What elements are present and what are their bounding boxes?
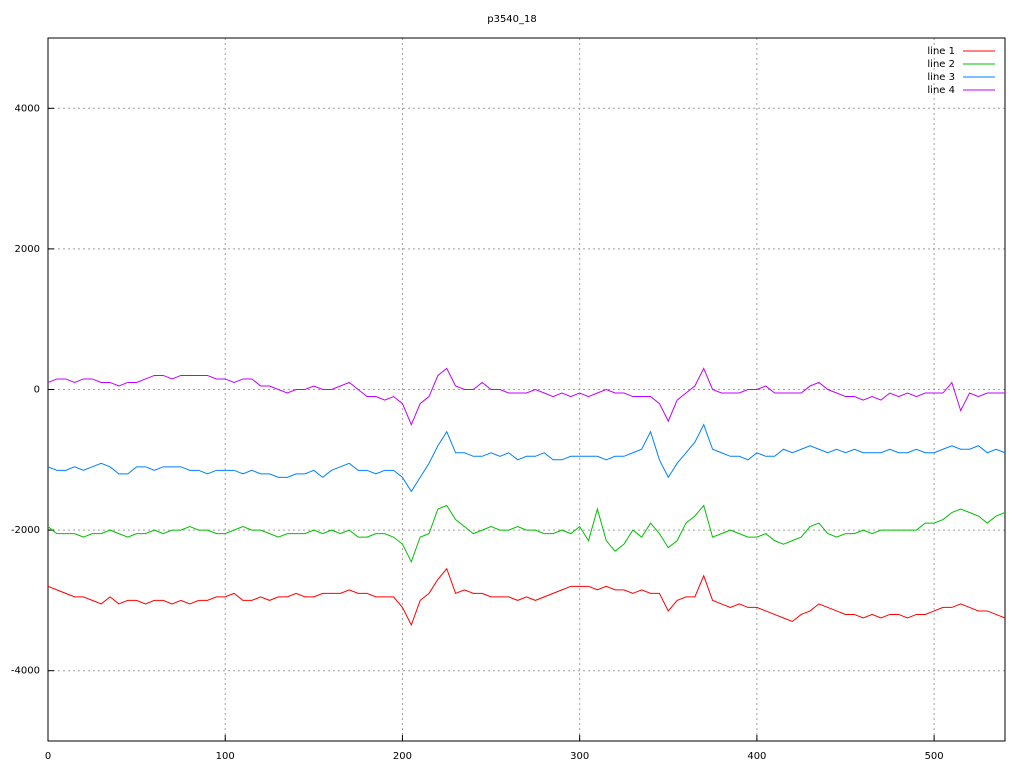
legend-label: line 3 xyxy=(927,72,955,83)
line xyxy=(47,504,1006,564)
x-tick-label: 100 xyxy=(216,751,235,762)
x-tick-label: 500 xyxy=(925,751,944,762)
legend-label: line 4 xyxy=(927,85,955,96)
y-tick-label: -4000 xyxy=(11,666,40,677)
chart-title: p3540_18 xyxy=(487,14,537,25)
legend-label: line 2 xyxy=(927,59,955,70)
y-tick-label: 0 xyxy=(34,385,40,396)
x-tick-label: 400 xyxy=(747,751,766,762)
line xyxy=(47,367,1005,426)
x-tick-label: 0 xyxy=(45,751,51,762)
legend-label: line 1 xyxy=(927,46,955,57)
line xyxy=(47,423,1006,493)
line xyxy=(47,567,1006,627)
y-tick-label: 2000 xyxy=(15,244,40,255)
x-tick-label: 200 xyxy=(393,751,412,762)
x-tick-label: 300 xyxy=(570,751,589,762)
y-tick-label: 4000 xyxy=(15,103,40,114)
y-tick-label: -2000 xyxy=(11,525,40,536)
plot-border xyxy=(47,37,1006,742)
